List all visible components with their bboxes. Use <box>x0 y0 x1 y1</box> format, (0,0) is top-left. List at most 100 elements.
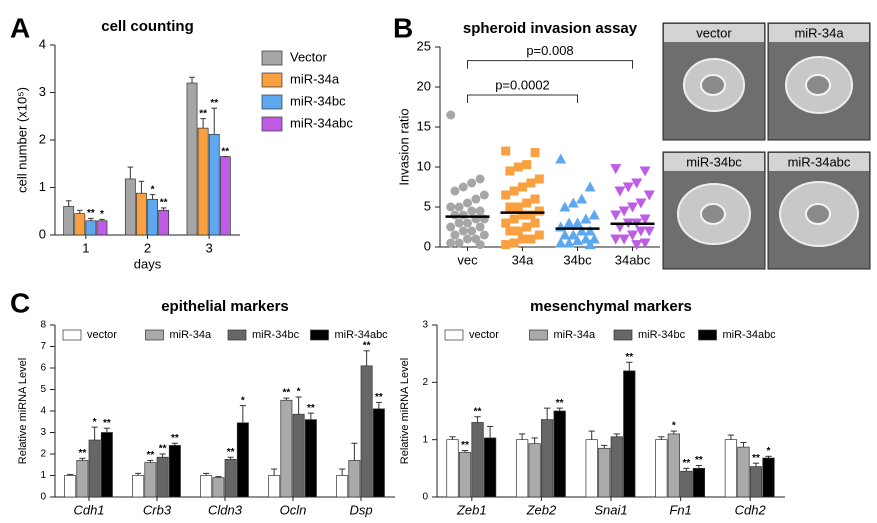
point <box>559 229 571 240</box>
point <box>572 235 583 246</box>
significance-label: * <box>297 387 301 398</box>
error-bar <box>203 472 210 476</box>
point <box>534 206 544 216</box>
point <box>479 190 489 200</box>
error-bar <box>307 412 314 420</box>
y-tick-label: 3 <box>422 320 428 331</box>
significance-label: ** <box>682 458 690 469</box>
error-bar <box>544 407 551 420</box>
error-bar <box>626 361 633 371</box>
bar <box>372 408 385 498</box>
point <box>584 225 596 236</box>
point <box>522 222 532 232</box>
point <box>530 194 540 204</box>
point <box>522 198 532 208</box>
error-bar <box>670 430 677 434</box>
y-tick-label: 5 <box>40 384 46 395</box>
point <box>534 174 544 184</box>
chart-title: cell counting <box>101 18 194 35</box>
point <box>509 186 519 196</box>
x-tick-label: Zeb2 <box>526 502 557 517</box>
point <box>584 239 596 250</box>
chart-title: epithelial markers <box>161 298 289 315</box>
y-tick-label: 2 <box>39 131 46 146</box>
point <box>450 186 460 196</box>
point <box>622 182 634 193</box>
error-bar <box>613 433 620 437</box>
error-bar <box>171 442 178 446</box>
x-tick-label: 34a <box>512 252 534 267</box>
y-tick-label: 20 <box>417 78 431 93</box>
x-tick-label: 3 <box>206 240 213 255</box>
bar <box>446 439 459 498</box>
point <box>467 206 477 216</box>
significance-label: ** <box>78 448 86 459</box>
bar <box>85 220 97 236</box>
y-tick-label: 6 <box>40 363 46 374</box>
y-axis-label: Relative miRNA Level <box>399 358 411 464</box>
panel-label: A <box>10 12 30 43</box>
legend-label: miR-34abc <box>723 329 777 341</box>
significance-label: ** <box>103 418 111 429</box>
significance-label: ** <box>375 392 383 403</box>
significance-label: ** <box>474 406 482 417</box>
bar <box>64 475 77 498</box>
point <box>501 146 511 156</box>
bar <box>132 475 145 498</box>
point <box>501 240 511 250</box>
y-tick-label: 4 <box>39 36 46 51</box>
point <box>618 234 630 245</box>
legend-label: miR-34bc <box>290 93 346 108</box>
error-bar <box>239 405 246 423</box>
y-tick-label: 0 <box>422 492 428 503</box>
error-bar <box>449 436 456 440</box>
bar <box>737 446 750 498</box>
point <box>446 110 456 120</box>
point <box>463 198 472 208</box>
legend-label: miR-34abc <box>335 329 389 341</box>
y-tick-label: 8 <box>40 320 46 331</box>
point <box>526 210 536 220</box>
y-tick-label: 0 <box>40 492 46 503</box>
point <box>522 160 532 170</box>
point <box>505 202 515 212</box>
legend-label: miR-34a <box>554 329 596 341</box>
bar <box>692 467 706 498</box>
point <box>446 222 456 232</box>
point <box>513 202 523 212</box>
significance-label: ** <box>752 453 760 464</box>
legend-label: miR-34bc <box>252 329 300 341</box>
legend-label: vector <box>469 329 499 341</box>
significance-label: ** <box>210 98 218 109</box>
point <box>631 240 643 251</box>
bar <box>623 370 636 498</box>
point <box>635 198 647 209</box>
significance-label: * <box>100 209 104 220</box>
error-bar <box>189 76 195 83</box>
micrograph-label-bg <box>769 24 869 42</box>
bar <box>96 220 108 236</box>
significance-label: ** <box>695 455 703 466</box>
error-bar <box>135 472 142 476</box>
error-bar <box>727 434 735 440</box>
bar <box>528 443 541 498</box>
point <box>530 218 540 228</box>
point <box>563 237 575 248</box>
error-bar <box>147 459 154 463</box>
x-tick-label: Dsp <box>349 502 372 517</box>
point <box>463 218 472 228</box>
legend-swatch <box>261 72 283 88</box>
x-tick-label: Zeb1 <box>456 502 487 517</box>
error-bar <box>103 427 110 433</box>
bar <box>212 477 225 498</box>
comparison-label: p=0.008 <box>526 43 573 58</box>
error-bar <box>160 207 167 211</box>
error-bar <box>77 209 83 214</box>
error-bar <box>461 450 469 453</box>
significance-label: ** <box>461 440 469 451</box>
y-tick-label: 2 <box>422 377 428 388</box>
bar <box>458 451 472 498</box>
comparison-bracket <box>467 60 633 69</box>
point <box>458 210 468 220</box>
